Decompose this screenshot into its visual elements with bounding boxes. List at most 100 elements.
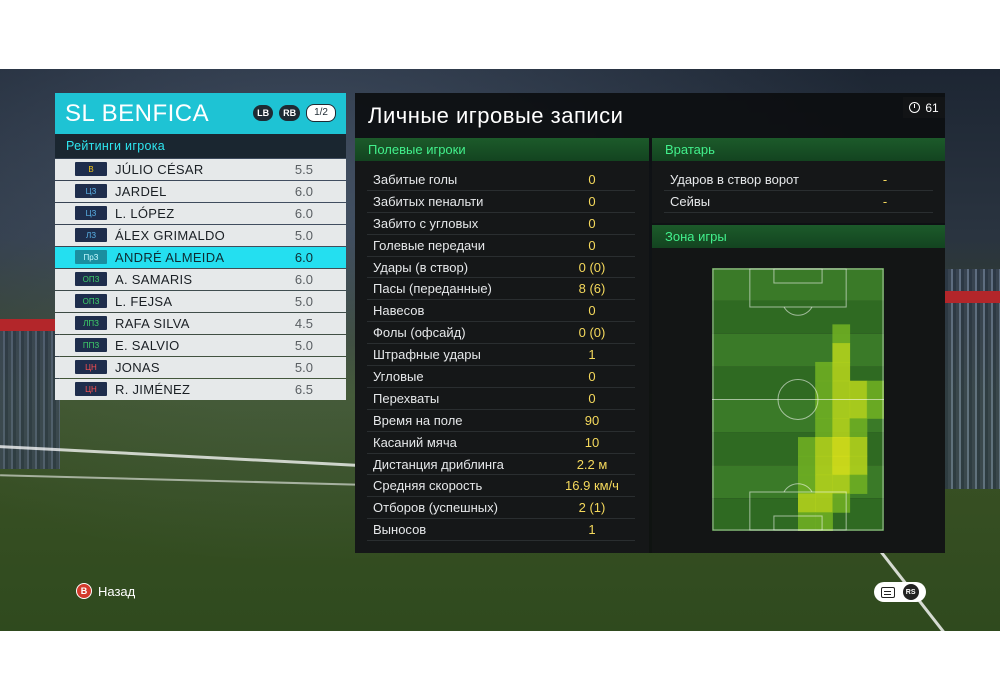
stat-value: 0 bbox=[588, 193, 596, 209]
player-row[interactable]: ПрЗ ANDRÉ ALMEIDA 6.0 bbox=[55, 247, 346, 268]
heat-cell bbox=[849, 474, 868, 494]
player-name: RAFA SILVA bbox=[115, 316, 190, 331]
pitch-stripe bbox=[712, 300, 884, 334]
records-panel: Личные игровые записи 61 Полевые игроки … bbox=[355, 93, 945, 553]
player-row[interactable]: ЛЗ ÁLEX GRIMALDO 5.0 bbox=[55, 225, 346, 246]
stat-label: Ударов в створ ворот bbox=[670, 171, 799, 187]
player-row[interactable]: ОПЗ L. FEJSA 5.0 bbox=[55, 291, 346, 312]
stat-label: Голевые передачи bbox=[373, 237, 486, 253]
stat-value: - bbox=[882, 171, 888, 187]
player-row[interactable]: ЛПЗ RAFA SILVA 4.5 bbox=[55, 313, 346, 334]
player-row[interactable]: В JÚLIO CÉSAR 5.5 bbox=[55, 159, 346, 180]
stat-label: Фолы (офсайд) bbox=[373, 325, 466, 341]
ad-board-right bbox=[944, 291, 1000, 303]
player-row[interactable]: ЦЗ JARDEL 6.0 bbox=[55, 181, 346, 202]
lb-button[interactable]: LB bbox=[253, 105, 274, 121]
player-rating: 6.0 bbox=[294, 184, 313, 199]
heat-cell bbox=[815, 361, 833, 382]
stat-value: 90 bbox=[584, 412, 600, 428]
stat-row: Средняя скорость 16.9 км/ч bbox=[367, 475, 635, 498]
stat-row: Дистанция дриблинга 2.2 м bbox=[367, 454, 635, 476]
position-badge: ЦЗ bbox=[75, 206, 107, 220]
crowd-left bbox=[0, 319, 60, 469]
player-name: ÁLEX GRIMALDO bbox=[115, 228, 226, 243]
stat-label: Забитых пенальти bbox=[373, 193, 484, 209]
stat-row: Забито с угловых 0 bbox=[367, 213, 635, 235]
player-name: E. SALVIO bbox=[115, 338, 180, 353]
player-name: ANDRÉ ALMEIDA bbox=[115, 250, 225, 265]
player-name: JONAS bbox=[115, 360, 160, 375]
player-row[interactable]: ППЗ E. SALVIO 5.0 bbox=[55, 335, 346, 356]
goalkeeper-header: Вратарь bbox=[652, 138, 945, 161]
player-row[interactable]: ЦН JONAS 5.0 bbox=[55, 357, 346, 378]
team-header: SL BENFICA LB RB 1/2 bbox=[55, 93, 346, 134]
timer-value: 61 bbox=[925, 100, 939, 115]
player-rating: 6.5 bbox=[294, 382, 313, 397]
stat-value: 16.9 км/ч bbox=[565, 478, 619, 494]
position-badge: ОПЗ bbox=[75, 294, 107, 308]
stadium-background: SL BENFICA LB RB 1/2 Рейтинги игрока В JÚ… bbox=[0, 69, 1000, 631]
heatmap-pitch bbox=[712, 268, 884, 531]
heat-cell bbox=[832, 343, 851, 363]
stat-row: Удары (в створ) 0 (0) bbox=[367, 257, 635, 279]
position-badge: ОПЗ bbox=[75, 272, 107, 286]
heat-cell bbox=[866, 380, 884, 400]
player-name: L. FEJSA bbox=[115, 294, 173, 309]
heat-cell bbox=[815, 512, 833, 531]
player-list: В JÚLIO CÉSAR 5.5 ЦЗ JARDEL 6.0 ЦЗ L. LÓPEZ 6.0 Л… bbox=[55, 159, 346, 400]
stat-value: 0 bbox=[588, 368, 596, 384]
heat-cell bbox=[849, 380, 868, 400]
back-label: Назад bbox=[98, 583, 136, 599]
ad-board-left bbox=[0, 319, 56, 331]
back-button[interactable]: B Назад bbox=[76, 583, 135, 599]
play-zone-header: Зона игры bbox=[652, 225, 945, 248]
player-rating: 5.0 bbox=[294, 338, 313, 353]
stat-label: Перехваты bbox=[373, 390, 440, 406]
heat-cell bbox=[798, 512, 816, 531]
rs-stick-icon[interactable]: RS bbox=[902, 584, 919, 600]
rb-button[interactable]: RB bbox=[279, 105, 301, 121]
chat-icon[interactable] bbox=[881, 586, 896, 598]
field-players-header: Полевые игроки bbox=[355, 138, 649, 161]
stat-label: Навесов bbox=[373, 303, 425, 319]
stat-label: Отборов (успешных) bbox=[373, 500, 498, 516]
heat-cell bbox=[832, 380, 851, 400]
pitch-marking bbox=[773, 268, 823, 284]
stat-row: Забитых пенальти 0 bbox=[367, 191, 635, 213]
stat-row: Сейвы - bbox=[664, 191, 933, 213]
timer: 61 bbox=[903, 97, 945, 118]
player-row[interactable]: ЦЗ L. LÓPEZ 6.0 bbox=[55, 203, 346, 224]
position-badge: В bbox=[75, 162, 107, 176]
heat-cell bbox=[815, 418, 833, 438]
heat-cell bbox=[849, 418, 868, 438]
stat-row: Пасы (переданные) 8 (6) bbox=[367, 278, 635, 301]
stat-row: Выносов 1 bbox=[367, 519, 635, 542]
stat-label: Сейвы bbox=[670, 193, 711, 209]
player-row[interactable]: ЦН R. JIMÉNEZ 6.5 bbox=[55, 379, 346, 400]
stat-value: 8 (6) bbox=[578, 281, 606, 297]
team-name: SL BENFICA bbox=[65, 99, 210, 127]
player-row[interactable]: ОПЗ A. SAMARIS 6.0 bbox=[55, 269, 346, 290]
player-name: JÚLIO CÉSAR bbox=[115, 162, 204, 177]
heat-cell bbox=[815, 493, 833, 513]
player-name: L. LÓPEZ bbox=[115, 206, 175, 221]
b-button-icon: B bbox=[76, 583, 92, 599]
team-panel: SL BENFICA LB RB 1/2 Рейтинги игрока В JÚ… bbox=[55, 93, 346, 400]
position-badge: ПрЗ bbox=[75, 250, 107, 264]
pitch-marking bbox=[783, 306, 813, 316]
heat-cell bbox=[866, 399, 884, 419]
stat-value: 1 bbox=[588, 522, 596, 538]
heat-cell bbox=[849, 437, 868, 457]
heat-cell bbox=[798, 474, 816, 494]
crowd-right bbox=[940, 269, 1000, 489]
stat-label: Забитые голы bbox=[373, 171, 458, 187]
stat-value: 2.2 м bbox=[576, 456, 608, 472]
heat-cell bbox=[832, 493, 851, 513]
stat-label: Пасы (переданные) bbox=[373, 281, 492, 297]
position-badge: ЛПЗ bbox=[75, 316, 107, 330]
heat-cell bbox=[798, 437, 816, 457]
stat-value: 0 bbox=[588, 237, 596, 253]
position-badge: ППЗ bbox=[75, 338, 107, 352]
stat-value: 2 (1) bbox=[578, 500, 606, 516]
player-rating: 6.0 bbox=[294, 206, 313, 221]
